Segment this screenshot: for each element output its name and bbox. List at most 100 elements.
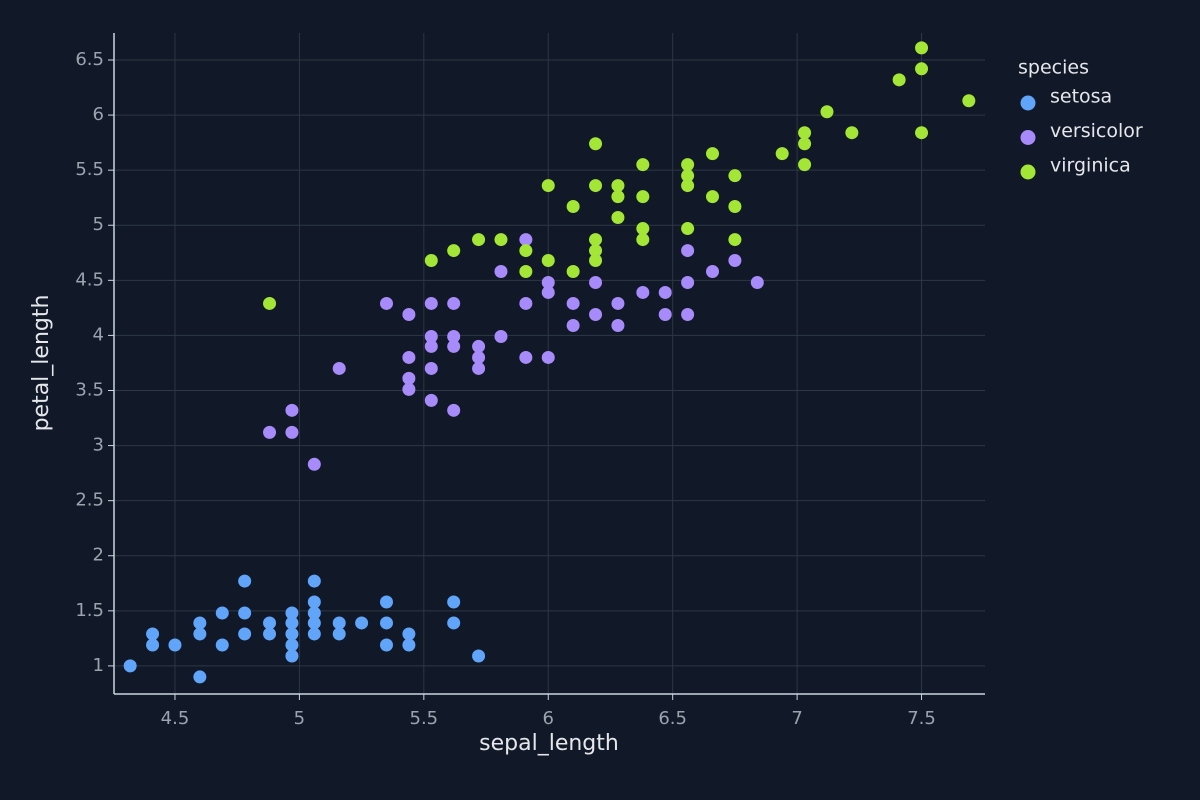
data-point xyxy=(263,627,277,641)
y-tick-label: 1.5 xyxy=(75,600,104,621)
data-point xyxy=(658,285,672,299)
data-point xyxy=(332,361,346,375)
data-point xyxy=(168,638,182,652)
data-point xyxy=(611,211,625,225)
data-point xyxy=(307,616,321,630)
data-point xyxy=(681,244,695,258)
x-tick-label: 6.5 xyxy=(658,708,687,729)
data-point xyxy=(307,606,321,620)
data-point xyxy=(845,126,859,140)
legend-title: species xyxy=(1018,57,1089,79)
y-tick-label: 5 xyxy=(93,214,104,235)
data-point xyxy=(447,403,461,417)
data-point xyxy=(447,339,461,353)
data-point xyxy=(402,307,416,321)
legend-label: virginica xyxy=(1050,155,1131,177)
data-point xyxy=(706,265,720,279)
data-point xyxy=(681,158,695,172)
data-point xyxy=(355,616,369,630)
data-point xyxy=(424,361,438,375)
data-point xyxy=(379,638,393,652)
data-point xyxy=(193,627,207,641)
data-point xyxy=(238,606,252,620)
data-point xyxy=(798,158,812,172)
data-point xyxy=(379,296,393,310)
data-point xyxy=(472,339,486,353)
data-point xyxy=(681,222,695,236)
legend-marker xyxy=(1020,164,1036,180)
data-point xyxy=(589,253,603,267)
data-point xyxy=(728,253,742,267)
data-point xyxy=(706,190,720,204)
y-tick-label: 4.5 xyxy=(75,269,104,290)
x-tick-label: 7 xyxy=(791,708,802,729)
data-point xyxy=(541,350,555,364)
data-point xyxy=(728,233,742,247)
data-point xyxy=(285,403,299,417)
data-point xyxy=(636,158,650,172)
x-tick-label: 5 xyxy=(294,708,305,729)
y-tick-label: 3.5 xyxy=(75,379,104,400)
data-point xyxy=(589,244,603,258)
data-point xyxy=(519,350,533,364)
data-point xyxy=(263,296,277,310)
data-point xyxy=(681,276,695,290)
data-point xyxy=(750,276,764,290)
data-point xyxy=(611,179,625,193)
data-point xyxy=(285,606,299,620)
data-point xyxy=(519,244,533,258)
data-point xyxy=(332,616,346,630)
data-point xyxy=(285,649,299,663)
data-point xyxy=(447,595,461,609)
data-point xyxy=(915,41,929,55)
legend-label: setosa xyxy=(1050,86,1112,108)
data-point xyxy=(798,137,812,151)
data-point xyxy=(215,606,229,620)
data-point xyxy=(658,307,672,321)
data-point xyxy=(332,627,346,641)
data-point xyxy=(402,638,416,652)
data-point xyxy=(193,670,207,684)
data-point xyxy=(123,659,137,673)
data-point xyxy=(424,253,438,267)
data-point xyxy=(541,179,555,193)
data-point xyxy=(494,330,508,344)
x-axis-title: sepal_length xyxy=(479,731,619,756)
data-point xyxy=(285,616,299,630)
data-point xyxy=(728,169,742,183)
data-point xyxy=(472,350,486,364)
y-tick-label: 2.5 xyxy=(75,490,104,511)
data-point xyxy=(706,147,720,161)
data-point xyxy=(285,425,299,439)
data-point xyxy=(402,350,416,364)
data-point xyxy=(494,233,508,247)
x-tick-label: 7.5 xyxy=(907,708,936,729)
data-point xyxy=(307,627,321,641)
data-point xyxy=(892,73,906,87)
data-point xyxy=(447,296,461,310)
data-point xyxy=(472,361,486,375)
data-point xyxy=(681,169,695,183)
data-point xyxy=(285,638,299,652)
data-point xyxy=(636,285,650,299)
data-point xyxy=(494,265,508,279)
data-point xyxy=(263,425,277,439)
data-point xyxy=(681,179,695,193)
data-point xyxy=(915,62,929,76)
data-point xyxy=(611,190,625,204)
data-point xyxy=(611,296,625,310)
y-tick-label: 6.5 xyxy=(75,49,104,70)
data-point xyxy=(424,330,438,344)
data-point xyxy=(566,200,580,214)
data-point xyxy=(447,616,461,630)
data-point xyxy=(519,233,533,247)
data-point xyxy=(424,393,438,407)
data-point xyxy=(193,616,207,630)
data-point xyxy=(146,627,160,641)
data-point xyxy=(681,307,695,321)
data-point xyxy=(379,616,393,630)
data-point xyxy=(589,233,603,247)
data-point xyxy=(636,233,650,247)
y-tick-label: 3 xyxy=(93,435,104,456)
